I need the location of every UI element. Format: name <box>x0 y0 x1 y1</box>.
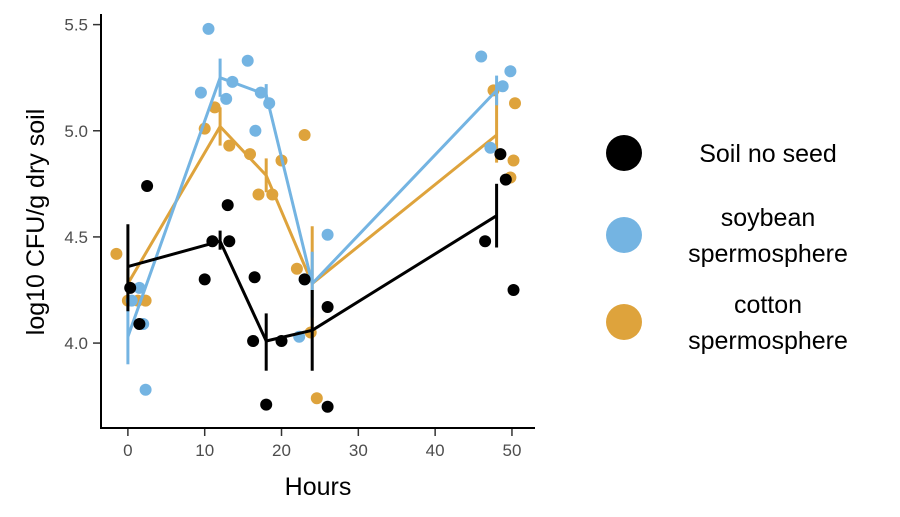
y-axis-title: log10 CFU/g dry soil <box>22 109 50 335</box>
data-point <box>290 262 303 275</box>
legend-label: Soil no seed <box>699 140 837 168</box>
data-point <box>484 141 497 154</box>
data-point <box>475 50 488 63</box>
data-point <box>252 188 265 201</box>
data-point <box>139 383 152 396</box>
data-point <box>496 80 509 93</box>
x-tick-label: 20 <box>272 441 291 460</box>
x-tick-label: 30 <box>349 441 368 460</box>
legend-item: soybean spermosphere <box>606 204 848 268</box>
data-point <box>321 301 334 313</box>
legend-item: Soil no seed <box>606 135 837 171</box>
data-point <box>221 199 234 212</box>
x-tick-label: 0 <box>123 441 132 460</box>
data-point <box>507 284 520 296</box>
data-point <box>499 173 512 186</box>
data-point <box>494 148 507 161</box>
data-point <box>249 124 262 137</box>
legend-label: cotton spermosphere <box>688 291 848 355</box>
data-point <box>504 65 517 78</box>
data-point <box>260 398 273 411</box>
legend-item: cotton spermosphere <box>606 291 848 355</box>
legend-swatch <box>606 135 642 171</box>
data-point <box>298 273 311 286</box>
data-point <box>133 281 146 294</box>
x-tick-label: 10 <box>195 441 214 460</box>
y-tick-label: 4.0 <box>64 334 88 353</box>
ticks: 0 10 20 30 40 50 4.0 4.5 5.0 5.5 <box>64 16 521 460</box>
data-point <box>247 335 260 347</box>
data-point <box>507 154 520 167</box>
series-0 <box>124 148 520 413</box>
legend: Soil no seed soybean spermosphere cotton spe… <box>606 135 848 355</box>
x-tick-label: 40 <box>426 441 445 460</box>
y-tick-label: 5.0 <box>64 122 88 141</box>
legend-label: soybean spermosphere <box>688 204 848 268</box>
series-2 <box>110 84 521 405</box>
y-tick-label: 4.5 <box>64 228 88 247</box>
data-point <box>110 247 123 260</box>
data-point <box>479 235 492 248</box>
data-point <box>223 139 236 152</box>
data-point <box>124 281 137 294</box>
data-point <box>321 400 334 413</box>
data-point <box>141 180 154 192</box>
data-point <box>241 54 254 67</box>
data-point <box>133 318 146 330</box>
x-axis-title: Hours <box>285 473 352 501</box>
x-tick-label: 50 <box>502 441 521 460</box>
data-point <box>310 392 323 405</box>
data-point <box>298 129 311 141</box>
data-point <box>194 86 207 99</box>
data-point <box>202 22 215 35</box>
data-point <box>509 97 521 110</box>
series-1 <box>125 22 517 396</box>
plot-area <box>110 22 521 413</box>
data-point <box>198 273 211 286</box>
data-point <box>223 235 236 248</box>
axes <box>100 14 535 429</box>
legend-swatch <box>606 217 642 253</box>
legend-swatch <box>606 304 642 340</box>
data-point <box>321 228 334 241</box>
y-tick-label: 5.5 <box>64 16 88 35</box>
data-point <box>248 271 261 284</box>
data-point <box>220 92 233 105</box>
